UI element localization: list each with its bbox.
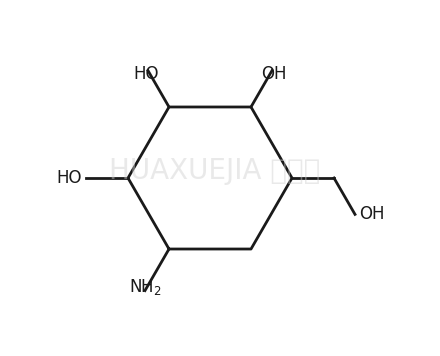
Text: HUAXUEJIA 化学加: HUAXUEJIA 化学加 bbox=[110, 157, 321, 185]
Text: HO: HO bbox=[133, 64, 159, 83]
Text: NH$_2$: NH$_2$ bbox=[128, 277, 161, 297]
Text: OH: OH bbox=[359, 205, 385, 223]
Text: HO: HO bbox=[56, 169, 82, 187]
Text: OH: OH bbox=[261, 64, 287, 83]
